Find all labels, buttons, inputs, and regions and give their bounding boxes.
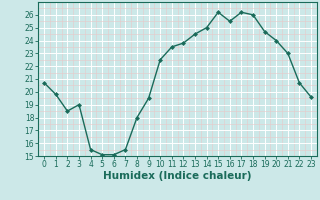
X-axis label: Humidex (Indice chaleur): Humidex (Indice chaleur) xyxy=(103,171,252,181)
